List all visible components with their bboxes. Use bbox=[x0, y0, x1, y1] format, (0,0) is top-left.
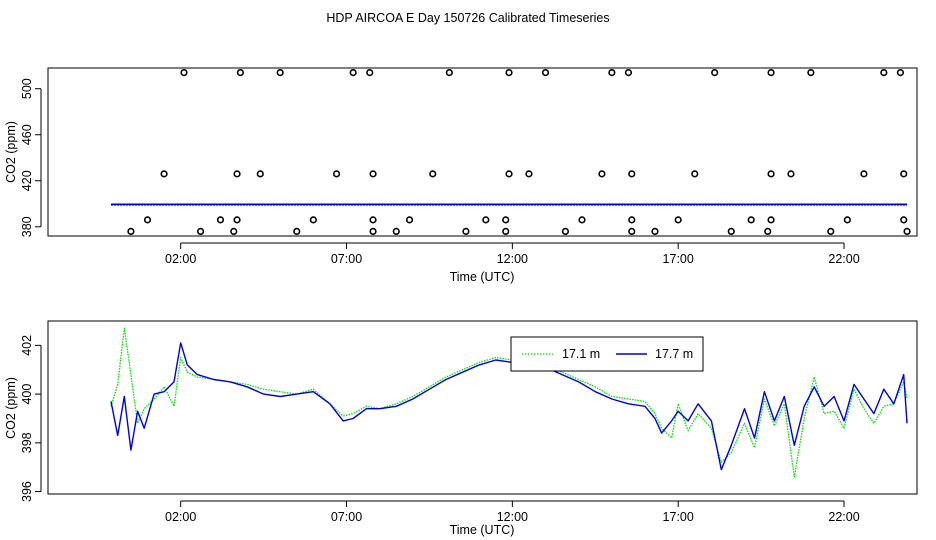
qc-point bbox=[276, 69, 284, 77]
y-tick-label: 400 bbox=[20, 384, 34, 405]
qc-point bbox=[462, 227, 470, 235]
qc-point bbox=[880, 69, 888, 77]
qc-point bbox=[628, 170, 636, 178]
qc-point bbox=[366, 69, 374, 77]
qc-point bbox=[369, 227, 377, 235]
qc-point bbox=[711, 69, 719, 77]
legend: 17.1 m 17.7 m bbox=[510, 336, 704, 372]
qc-point bbox=[143, 216, 152, 224]
qc-point bbox=[505, 69, 513, 77]
qc-point bbox=[369, 170, 377, 178]
qc-point bbox=[747, 216, 755, 224]
qc-point bbox=[541, 69, 550, 77]
qc-point bbox=[505, 170, 513, 178]
x-axis-label: Time (UTC) bbox=[450, 523, 515, 537]
qc-point bbox=[843, 216, 851, 224]
y-tick-label: 402 bbox=[20, 335, 34, 356]
qc-point bbox=[256, 170, 264, 178]
x-axis-label: Time (UTC) bbox=[450, 270, 515, 284]
qc-point bbox=[309, 216, 317, 224]
y-axis-label: CO2 (ppm) bbox=[4, 121, 18, 183]
plot-frame bbox=[47, 67, 918, 237]
qc-point bbox=[691, 170, 699, 178]
qc-point bbox=[236, 69, 244, 77]
x-tick-label: 17:00 bbox=[663, 252, 694, 266]
x-tick-label: 22:00 bbox=[828, 252, 859, 266]
qc-point bbox=[767, 170, 775, 178]
qc-point bbox=[502, 216, 510, 224]
qc-point bbox=[196, 227, 205, 235]
co2-timeseries-panel: 02:00 07:00 12:00 17:00 22:00 396 398 400 402 T… bbox=[4, 320, 918, 537]
y-tick-label: 460 bbox=[20, 124, 34, 145]
qc-point bbox=[767, 216, 775, 224]
qc-point bbox=[429, 170, 437, 178]
qc-point bbox=[608, 69, 616, 77]
legend-label-17-1m: 17.1 m bbox=[562, 347, 600, 361]
x-axis: 02:00 07:00 12:00 17:00 22:00 bbox=[165, 242, 860, 266]
qc-point bbox=[674, 216, 682, 224]
y-tick-label: 396 bbox=[20, 481, 34, 502]
qc-point bbox=[293, 227, 301, 235]
qc-point bbox=[216, 216, 225, 224]
x-tick-label: 17:00 bbox=[663, 510, 694, 524]
qc-point bbox=[525, 170, 533, 178]
x-tick-label: 02:00 bbox=[165, 510, 196, 524]
qc-point bbox=[598, 170, 606, 178]
qc-point bbox=[767, 69, 775, 77]
qc-point bbox=[233, 216, 241, 224]
qc-point bbox=[233, 170, 241, 178]
y-axis: 380 420 460 500 bbox=[20, 78, 42, 237]
qc-point bbox=[349, 69, 357, 77]
qc-point bbox=[230, 227, 238, 235]
qc-point bbox=[903, 227, 911, 235]
qc-point bbox=[332, 170, 341, 178]
plot-frame bbox=[47, 320, 918, 495]
qc-point bbox=[561, 227, 570, 235]
qc-point bbox=[628, 227, 636, 235]
x-tick-label: 07:00 bbox=[331, 252, 362, 266]
series-line-17-7m bbox=[110, 342, 908, 471]
qc-point bbox=[764, 227, 772, 235]
x-axis: 02:00 07:00 12:00 17:00 22:00 bbox=[165, 500, 860, 524]
x-tick-label: 12:00 bbox=[497, 510, 528, 524]
y-axis-label: CO2 (ppm) bbox=[4, 377, 18, 439]
qc-point bbox=[896, 69, 905, 77]
qc-point bbox=[180, 69, 188, 77]
chart-title: HDP AIRCOA E Day 150726 Calibrated Times… bbox=[326, 11, 609, 25]
qc-point bbox=[860, 170, 868, 178]
y-tick-label: 398 bbox=[20, 432, 34, 453]
qc-point bbox=[827, 227, 835, 235]
qc-point bbox=[727, 227, 735, 235]
series-line-17-1m bbox=[110, 327, 908, 478]
qc-points-panel: 02:00 07:00 12:00 17:00 22:00 380 420 460 500 T… bbox=[4, 67, 918, 284]
x-tick-label: 02:00 bbox=[165, 252, 196, 266]
qc-point bbox=[369, 216, 377, 224]
qc-point bbox=[624, 69, 633, 77]
qc-point bbox=[900, 216, 908, 224]
plot-marks bbox=[110, 327, 908, 478]
qc-point bbox=[482, 216, 490, 224]
y-tick-label: 380 bbox=[20, 216, 34, 237]
qc-point bbox=[578, 216, 586, 224]
qc-point bbox=[787, 170, 795, 178]
x-tick-label: 07:00 bbox=[331, 510, 362, 524]
qc-point bbox=[807, 69, 815, 77]
qc-point bbox=[405, 216, 414, 224]
qc-point bbox=[445, 69, 453, 77]
qc-point bbox=[502, 227, 510, 235]
y-tick-label: 420 bbox=[20, 170, 34, 191]
qc-point bbox=[651, 227, 659, 235]
qc-point bbox=[900, 170, 908, 178]
x-tick-label: 12:00 bbox=[497, 252, 528, 266]
y-tick-label: 500 bbox=[20, 78, 34, 99]
qc-point bbox=[628, 216, 636, 224]
y-axis: 396 398 400 402 bbox=[20, 335, 42, 502]
legend-label-17-7m: 17.7 m bbox=[655, 347, 693, 361]
qc-point bbox=[160, 170, 168, 178]
qc-point bbox=[127, 227, 135, 235]
x-tick-label: 22:00 bbox=[828, 510, 859, 524]
qc-point bbox=[392, 227, 400, 235]
plot-marks bbox=[111, 69, 911, 235]
